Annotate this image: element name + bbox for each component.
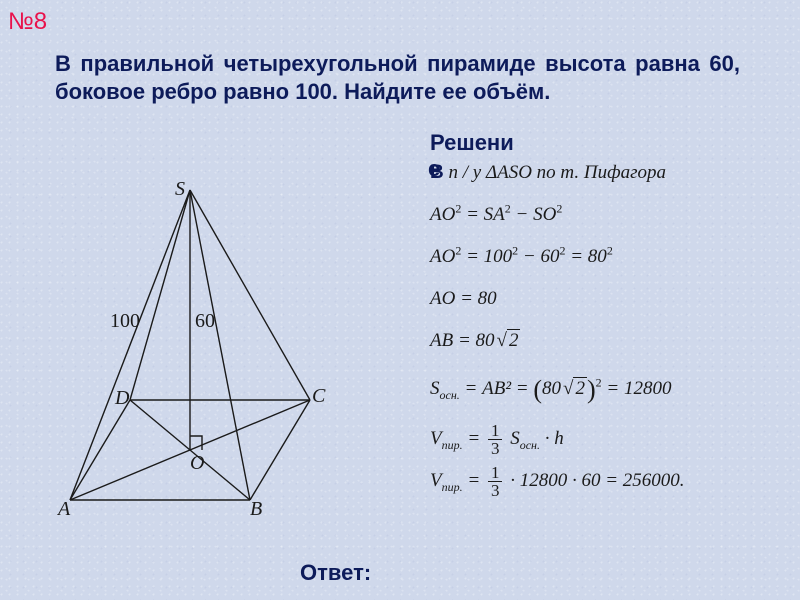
s-val: = 12800	[602, 378, 672, 399]
frac-den: 3	[488, 440, 503, 457]
frac-den2: 3	[488, 482, 503, 499]
answer-label: Ответ: 256000	[300, 560, 371, 586]
vertex-b: B	[250, 498, 262, 521]
v-label: V	[430, 428, 442, 449]
step-4: AO = 80	[430, 281, 780, 317]
solution-steps: В п / у ΔASO по т. Пифагора AO2 = SA2 − …	[430, 155, 780, 505]
root2: 2	[507, 329, 521, 351]
step-5: AB = 80 2	[430, 323, 780, 359]
frac-num: 1	[488, 422, 503, 440]
edge-60: 60	[195, 310, 215, 333]
ab-eq: AB = 80	[430, 330, 495, 351]
step-7: Vпир. = 13 Sосн. · h	[430, 421, 780, 457]
vertex-a: A	[58, 498, 70, 521]
vertex-d: D	[115, 387, 129, 410]
v-label2: V	[430, 470, 442, 491]
vertex-o: O	[190, 452, 204, 475]
step-3: AO2 = 1002 − 602 = 802	[430, 239, 780, 275]
s-label2: S	[510, 428, 520, 449]
step1-prefix: В	[430, 162, 444, 183]
step-6: Sосн. = AB² = (802)2 = 12800	[430, 365, 780, 414]
v-sub2: пир.	[442, 480, 463, 494]
s-sub2: осн.	[520, 438, 540, 452]
s-label: S	[430, 378, 440, 399]
problem-number: №8	[8, 8, 47, 36]
frac-num2: 1	[488, 464, 503, 482]
vertex-c: C	[312, 385, 325, 408]
step1-text: п / у ΔASO по т. Пифагора	[444, 162, 666, 183]
step-1: В п / у ΔASO по т. Пифагора	[430, 155, 780, 191]
problem-text: В правильной четырехугольной пирамиде вы…	[55, 50, 740, 105]
step-8: Vпир. = 13 · 12800 · 60 = 256000.	[430, 463, 780, 499]
answer-text: Ответ:	[300, 560, 371, 585]
vertex-s: S	[175, 178, 185, 201]
s-eq: = AB² =	[460, 378, 534, 399]
solution-label-text: Решени	[430, 130, 514, 155]
edge-100: 100	[110, 310, 140, 333]
v-calc: · 12800 · 60 = 256000.	[505, 470, 684, 491]
pyramid-diagram: S A B C D O 100 60	[40, 180, 360, 520]
h-tail: · h	[540, 428, 564, 449]
v-sub: пир.	[442, 438, 463, 452]
step-2: AO2 = SA2 − SO2	[430, 197, 780, 233]
s-sub: осн.	[440, 388, 460, 402]
